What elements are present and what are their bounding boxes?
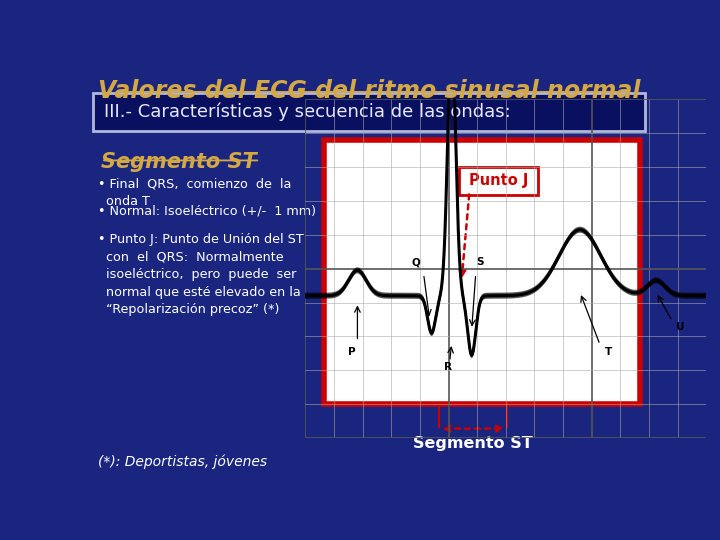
Text: R: R — [444, 362, 451, 372]
FancyBboxPatch shape — [93, 93, 645, 131]
Text: S: S — [476, 257, 484, 267]
Text: Segmento ST: Segmento ST — [101, 152, 257, 172]
Text: P: P — [348, 347, 355, 357]
Text: U: U — [676, 322, 685, 332]
FancyBboxPatch shape — [459, 167, 538, 195]
Text: • Normal: Isoeléctrico (+/-  1 mm): • Normal: Isoeléctrico (+/- 1 mm) — [99, 204, 316, 217]
Text: III.- Características y secuencia de las ondas:: III.- Características y secuencia de las… — [104, 103, 510, 121]
Text: (*): Deportistas, jóvenes: (*): Deportistas, jóvenes — [99, 455, 268, 469]
FancyBboxPatch shape — [324, 140, 639, 404]
Text: Segmento ST: Segmento ST — [413, 436, 534, 451]
Text: T: T — [605, 347, 612, 357]
Text: Q: Q — [411, 257, 420, 267]
Text: Valores del ECG del ritmo sinusal normal: Valores del ECG del ritmo sinusal normal — [98, 79, 640, 103]
Text: • Punto J: Punto de Unión del ST
  con  el  QRS:  Normalmente
  isoeléctrico,  p: • Punto J: Punto de Unión del ST con el … — [99, 233, 304, 316]
Text: • Final  QRS,  comienzo  de  la
  onda T: • Final QRS, comienzo de la onda T — [99, 177, 292, 207]
Text: Punto J: Punto J — [469, 173, 528, 188]
